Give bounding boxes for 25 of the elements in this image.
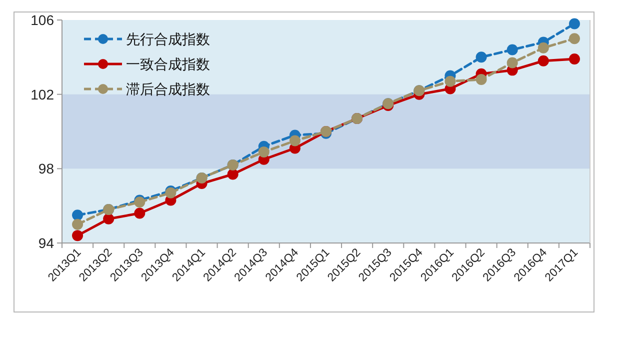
point xyxy=(444,76,456,87)
y-tick-label: 102 xyxy=(30,86,54,102)
point xyxy=(72,210,84,221)
y-tick-label: 98 xyxy=(38,160,54,177)
point xyxy=(568,33,580,44)
point xyxy=(538,55,549,66)
point xyxy=(476,74,487,85)
y-tick-label: 106 xyxy=(30,12,54,28)
point xyxy=(72,230,84,242)
point xyxy=(568,18,580,30)
point xyxy=(227,168,238,180)
point xyxy=(506,57,518,68)
legend-label: 滞后合成指数 xyxy=(126,81,210,97)
legend-label: 先行合成指数 xyxy=(126,31,210,47)
point xyxy=(568,54,580,65)
point xyxy=(72,218,84,230)
point xyxy=(103,213,114,224)
y-tick-label: 94 xyxy=(38,235,54,251)
point xyxy=(258,146,270,158)
legend-label: 一致合成指数 xyxy=(126,56,210,72)
point xyxy=(506,44,518,56)
point xyxy=(538,42,549,54)
point xyxy=(134,208,146,219)
point xyxy=(289,135,300,146)
point xyxy=(476,52,487,63)
